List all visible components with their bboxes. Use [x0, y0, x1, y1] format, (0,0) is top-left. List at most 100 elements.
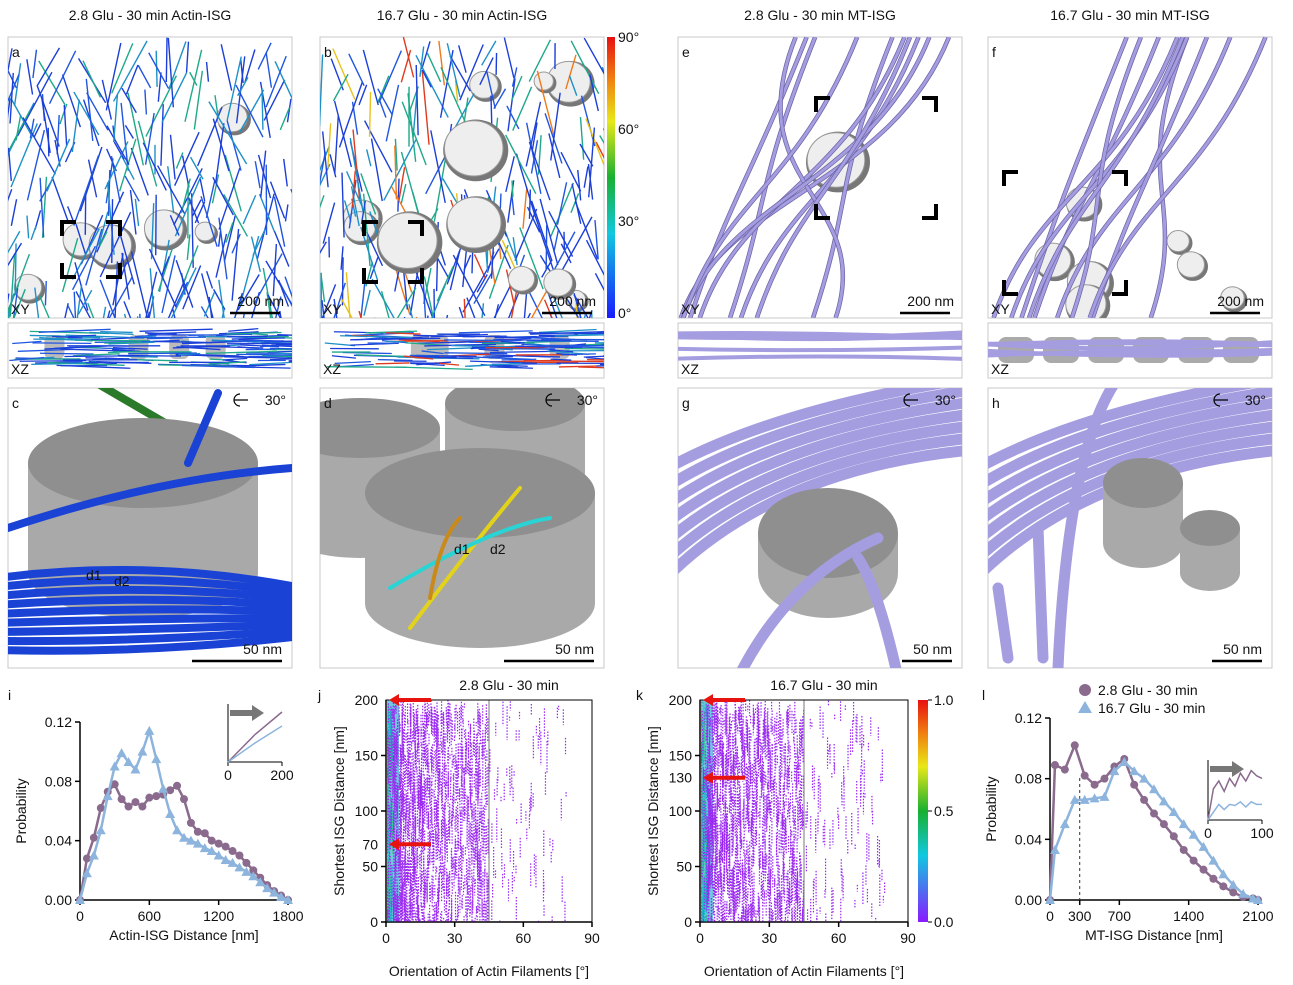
y-tick-label: 0.00	[1015, 892, 1042, 908]
data-point	[117, 748, 127, 757]
panel-frame	[8, 37, 292, 318]
inset-line	[228, 712, 282, 762]
data-point	[151, 754, 161, 763]
filament	[565, 349, 612, 350]
granule-top	[28, 418, 258, 508]
highlight-label: 200	[355, 692, 379, 708]
inset-line	[1208, 771, 1262, 820]
colorbar-label: 0°	[618, 305, 631, 321]
filament	[33, 339, 91, 340]
filament	[444, 340, 521, 341]
data-point	[1051, 761, 1059, 769]
column-title: 16.7 Glu - 30 min Actin-ISG	[377, 7, 547, 23]
x-axis-label: MT-ISG Distance [nm]	[1085, 927, 1223, 943]
legend-marker	[1079, 684, 1091, 696]
y-tick-label: 150	[355, 748, 379, 764]
y-tick-label: 100	[669, 803, 693, 819]
data-point	[1170, 832, 1178, 840]
colorbar-label: 30°	[618, 213, 639, 229]
data-point	[242, 859, 250, 867]
y-axis-label: Shortest ISG Distance [nm]	[331, 726, 347, 896]
x-tick-label: 30	[762, 930, 778, 946]
scale-label: 50 nm	[555, 641, 594, 657]
filament	[597, 331, 657, 333]
panel-letter: j	[317, 687, 321, 703]
filament	[603, 349, 644, 350]
data-point	[187, 819, 195, 827]
series-line	[1050, 762, 1258, 900]
granule-top	[1180, 510, 1240, 546]
figure: 2.8 Glu - 30 min Actin-ISGaXY200 nmXZc30…	[0, 0, 1293, 980]
data-point	[165, 809, 175, 818]
granule-top	[280, 398, 440, 458]
x-tick-label: 1400	[1173, 908, 1204, 924]
x-tick-label: 700	[1108, 908, 1132, 924]
x-tick-label: 0	[382, 930, 390, 946]
panel-content	[700, 700, 885, 951]
granule-top	[1103, 458, 1183, 508]
y-axis-label: Probability	[983, 776, 999, 841]
panel-letter: e	[682, 44, 690, 60]
y-tick-label: 100	[355, 803, 379, 819]
granule-top	[365, 448, 595, 538]
data-point	[201, 829, 209, 837]
data-point	[144, 726, 154, 735]
x-tick-label: 300	[1068, 908, 1092, 924]
filament	[444, 353, 507, 354]
density-colorbar	[918, 700, 928, 922]
filament	[291, 189, 308, 229]
scale-label: 50 nm	[243, 641, 282, 657]
data-point	[172, 825, 182, 834]
filament	[529, 190, 530, 219]
data-point	[166, 786, 174, 794]
highlight-label: 130	[669, 770, 693, 786]
data-point	[1081, 772, 1089, 780]
y-tick-label: 0	[684, 914, 692, 930]
panel-letter: h	[992, 395, 1000, 411]
y-tick-label: 0.12	[1015, 710, 1042, 726]
scale-label: 50 nm	[913, 641, 952, 657]
data-point	[229, 847, 237, 855]
filament-tube	[1038, 528, 1043, 658]
rotation-label: 30°	[265, 392, 286, 408]
x-axis-label: Orientation of Actin Filaments [°]	[389, 963, 589, 979]
data-point	[131, 798, 139, 806]
view-label: XZ	[323, 361, 341, 377]
panel-letter: g	[682, 395, 690, 411]
view-label: XZ	[11, 361, 29, 377]
x-tick-label: 30	[447, 930, 463, 946]
filament	[166, 38, 167, 82]
chart-title: 16.7 Glu - 30 min	[770, 677, 877, 693]
x-axis-label: Actin-ISG Distance [nm]	[109, 927, 258, 943]
x-axis-label: Orientation of Actin Filaments [°]	[704, 963, 904, 979]
filament	[512, 180, 513, 196]
orientation-colorbar	[607, 37, 615, 318]
inset-tick-label: 0	[224, 767, 232, 783]
granule	[1167, 231, 1189, 252]
inset-arrow	[1210, 761, 1244, 777]
data-point	[1200, 866, 1208, 874]
y-tick-label: 0.08	[45, 773, 72, 789]
colorbar-label: 0.5	[934, 803, 954, 819]
distance-label: d1	[86, 567, 102, 583]
x-tick-label: 60	[516, 930, 532, 946]
filament	[227, 336, 273, 337]
data-point	[173, 782, 181, 790]
filament	[600, 136, 632, 190]
data-point	[1061, 766, 1069, 774]
data-point	[1140, 796, 1148, 804]
filament	[546, 225, 547, 270]
rotation-label: 30°	[577, 392, 598, 408]
filament	[64, 356, 143, 357]
scale-label: 200 nm	[907, 293, 954, 309]
data-point	[138, 803, 146, 811]
data-point	[1071, 741, 1079, 749]
panel-letter: b	[324, 44, 332, 60]
column-title: 2.8 Glu - 30 min MT-ISG	[744, 7, 896, 23]
x-tick-label: 1200	[203, 908, 234, 924]
distance-label: d1	[454, 541, 470, 557]
y-tick-label: 0.12	[45, 714, 72, 730]
x-tick-label: 90	[900, 930, 916, 946]
data-point	[215, 840, 223, 848]
scale-label: 200 nm	[1217, 293, 1264, 309]
